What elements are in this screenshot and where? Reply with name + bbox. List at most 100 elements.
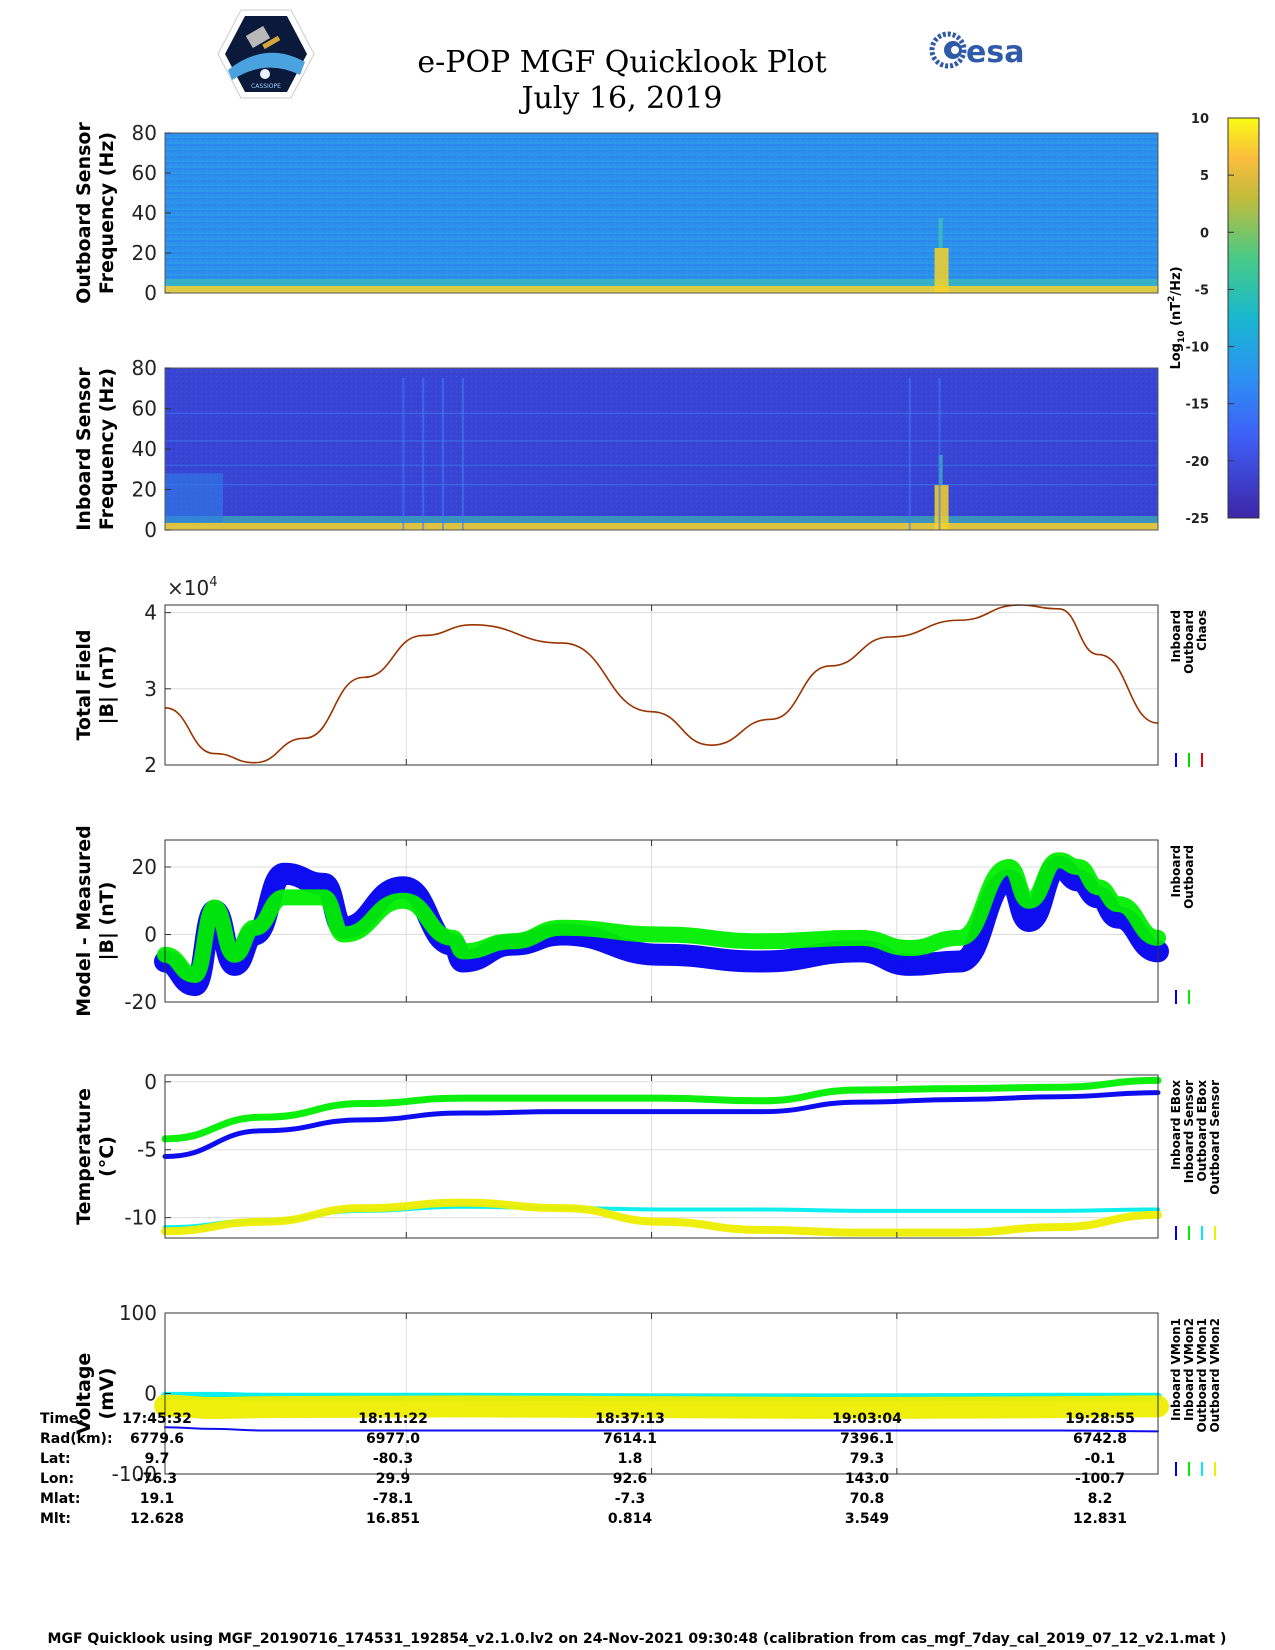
y-axis-label-line1: Model - Measured bbox=[73, 825, 95, 1016]
ephemeris-value: 8.2 bbox=[1088, 1491, 1113, 1507]
total-field-panel: 4 3 2 Total Field|B| (nT) ×104 Inboard Outboar… bbox=[73, 575, 1209, 777]
ephemeris-value: -7.3 bbox=[615, 1491, 646, 1507]
ephemeris-value: 6779.6 bbox=[130, 1431, 184, 1447]
ephemeris-row-label: Time: bbox=[40, 1411, 84, 1427]
y-axis-label-line2: (mV) bbox=[96, 1368, 118, 1420]
colorbar-tick-label: 5 bbox=[1200, 169, 1209, 184]
y-axis-label-line2: Frequency (Hz) bbox=[96, 368, 118, 530]
ephemeris-value: 7396.1 bbox=[840, 1431, 894, 1447]
colorbar-tick-label: -15 bbox=[1186, 398, 1210, 413]
low-frequency-band-edge bbox=[165, 516, 1158, 523]
outboard-spectrogram-panel: 80 60 40 20 0 Outboard SensorFrequency (Hz) bbox=[73, 121, 1159, 305]
ephemeris-value: 18:11:22 bbox=[358, 1411, 428, 1427]
legend-entry: Outboard VMon1 bbox=[1195, 1318, 1209, 1432]
plot-frame bbox=[164, 604, 1159, 766]
axis-exponent: ×104 bbox=[167, 575, 218, 600]
spectral-burst bbox=[934, 248, 949, 293]
legend-entry: Inboard bbox=[1169, 610, 1183, 662]
series-line-inboard-sensor bbox=[161, 1076, 1162, 1143]
ephemeris-row-label: Mlat: bbox=[40, 1491, 80, 1507]
y-tick-label: 80 bbox=[132, 121, 157, 145]
ephemeris-value: 19:03:04 bbox=[832, 1411, 902, 1427]
ephemeris-value: -0.1 bbox=[1085, 1451, 1116, 1467]
ephemeris-table: Time: Rad(km): Lat: Lon: Mlat: Mlt: 17:45:32 67… bbox=[40, 1411, 1135, 1527]
ephemeris-value: 7614.1 bbox=[603, 1431, 657, 1447]
cassiope-logo: CASSIOPE bbox=[217, 9, 315, 99]
ephemeris-value: 9.7 bbox=[145, 1451, 170, 1467]
plot-frame bbox=[164, 1074, 1159, 1239]
low-frequency-band bbox=[165, 523, 1158, 530]
outboard-spectrogram-heatmap bbox=[165, 133, 1158, 293]
legend-entry: Outboard bbox=[1182, 610, 1196, 674]
y-tick-label: -20 bbox=[124, 990, 157, 1014]
y-axis-label-line2: |B| (nT) bbox=[96, 882, 118, 961]
y-axis-label-line1: Temperature bbox=[73, 1088, 95, 1225]
ephemeris-value: 17:45:32 bbox=[122, 1411, 192, 1427]
y-axis-label-line1: Total Field bbox=[73, 629, 95, 740]
voltage-panel: 100 0 -100 Voltage(mV) Inboard VMon1 Inboard … bbox=[73, 1301, 1222, 1486]
legend-entry: Chaos bbox=[1195, 610, 1209, 651]
ephemeris-value: -80.3 bbox=[373, 1451, 413, 1467]
ephemeris-value: 6977.0 bbox=[366, 1431, 420, 1447]
ephemeris-value: 92.6 bbox=[613, 1471, 648, 1487]
low-frequency-band bbox=[165, 286, 1158, 293]
ephemeris-value: 29.9 bbox=[376, 1471, 411, 1487]
y-tick-label: 0 bbox=[144, 1070, 157, 1094]
y-tick-label: 2 bbox=[144, 753, 157, 777]
ephemeris-value: -78.1 bbox=[373, 1491, 413, 1507]
legend-entry: Outboard EBox bbox=[1195, 1080, 1209, 1182]
y-axis-label: Temperature(°C) bbox=[73, 1088, 118, 1225]
noise-block bbox=[165, 473, 223, 522]
y-tick-label: 0 bbox=[144, 1382, 157, 1406]
legend-entry: Inboard bbox=[1169, 845, 1183, 897]
ephemeris-value: 0.814 bbox=[608, 1511, 653, 1527]
colorbar-tick-label: -5 bbox=[1195, 283, 1209, 298]
inboard-spectrogram-heatmap bbox=[165, 368, 1158, 530]
page-subtitle: July 16, 2019 bbox=[518, 81, 722, 116]
colorbar-tick-label: -25 bbox=[1186, 512, 1210, 527]
ephemeris-value: 19.1 bbox=[140, 1491, 175, 1507]
y-tick-label: -5 bbox=[137, 1138, 157, 1162]
y-axis-label-line1: Voltage bbox=[73, 1353, 95, 1435]
y-tick-label: 0 bbox=[144, 281, 157, 305]
legend-entry: Inboard Sensor bbox=[1182, 1080, 1196, 1183]
y-axis-label: Total Field|B| (nT) bbox=[73, 629, 118, 740]
legend-entry: Outboard VMon2 bbox=[1208, 1318, 1222, 1432]
y-axis-label: Inboard SensorFrequency (Hz) bbox=[73, 367, 118, 531]
ephemeris-row-label: Mlt: bbox=[40, 1511, 71, 1527]
ephemeris-value: 12.831 bbox=[1073, 1511, 1127, 1527]
legend-entry: Inboard EBox bbox=[1169, 1080, 1183, 1170]
y-axis-label-line2: (°C) bbox=[96, 1136, 118, 1177]
ephemeris-value: -76.3 bbox=[137, 1471, 177, 1487]
y-axis-label-line1: Outboard Sensor bbox=[73, 122, 95, 304]
axis-exponent-power: 4 bbox=[209, 575, 217, 590]
colorbar-label: Log10 (nT2/Hz) bbox=[1167, 266, 1187, 369]
plot-frame bbox=[164, 839, 1159, 1003]
y-axis-label: Voltage(mV) bbox=[73, 1353, 118, 1435]
ephemeris-value: 79.3 bbox=[850, 1451, 885, 1467]
series-line-outboard-sensor bbox=[161, 1198, 1162, 1237]
spectral-burst-tail bbox=[938, 218, 943, 248]
legend-entry: Inboard VMon2 bbox=[1182, 1318, 1196, 1421]
y-tick-label: 20 bbox=[132, 855, 157, 879]
legend-entry: Inboard VMon1 bbox=[1169, 1318, 1183, 1421]
ephemeris-value: 18:37:13 bbox=[595, 1411, 665, 1427]
y-axis-label-line1: Inboard Sensor bbox=[73, 367, 95, 531]
y-tick-label: 100 bbox=[119, 1301, 157, 1325]
spectral-burst-tail bbox=[938, 455, 943, 485]
colorbar: 10 5 0 -5 -10 -15 -20 -25 Log10 (nT2/Hz) bbox=[1167, 112, 1260, 527]
ephemeris-value: 70.8 bbox=[850, 1491, 885, 1507]
svg-text:CASSIOPE: CASSIOPE bbox=[251, 83, 281, 90]
series-line-inboard-vmon1 bbox=[164, 1426, 1159, 1433]
series-line-outboard-vmon2 bbox=[154, 1394, 1169, 1419]
y-tick-label: 0 bbox=[144, 518, 157, 542]
esa-logo-text: esa bbox=[966, 35, 1024, 70]
series-line-outboard bbox=[157, 852, 1166, 983]
y-tick-label: -10 bbox=[124, 1206, 157, 1230]
page-title: e-POP MGF Quicklook Plot bbox=[417, 45, 826, 80]
y-tick-label: 60 bbox=[132, 161, 157, 185]
y-tick-label: 40 bbox=[132, 437, 157, 461]
ephemeris-value: -100.7 bbox=[1075, 1471, 1125, 1487]
y-tick-label: 20 bbox=[132, 241, 157, 265]
